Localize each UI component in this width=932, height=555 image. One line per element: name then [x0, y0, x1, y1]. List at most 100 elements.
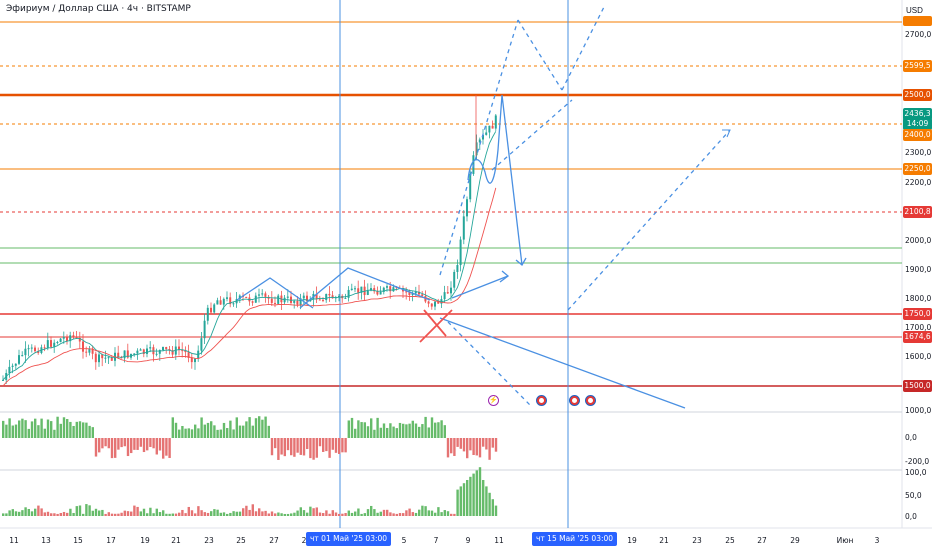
osc1-bar [488, 438, 491, 460]
price-axis-tick: 2700,0 [905, 30, 932, 39]
candle-body [379, 291, 382, 295]
osc2-bar [434, 512, 437, 516]
osc2-bar [373, 509, 376, 516]
candle-body [75, 336, 78, 338]
osc1-bar [437, 422, 440, 438]
candle-body [251, 301, 254, 303]
us-flag-event-icon[interactable] [585, 395, 596, 406]
price-label[interactable]: 2100,8 [903, 206, 932, 218]
osc2-bar [485, 486, 488, 516]
candle-body [373, 288, 376, 292]
osc1-bar [5, 424, 8, 438]
price-label[interactable]: 2500,0 [903, 89, 932, 101]
osc1-bar [258, 416, 261, 438]
time-axis-tick: 23 [692, 536, 702, 545]
candle-body [82, 341, 84, 352]
candle-body [475, 142, 478, 156]
candle-body [181, 350, 184, 352]
osc2-bar [210, 511, 213, 516]
osc1-bar [395, 428, 398, 438]
osc1-bar [139, 438, 142, 447]
osc2-bar [258, 508, 261, 516]
time-marker-may-15[interactable]: чт 15 Май '25 03:00 [532, 532, 618, 546]
price-label[interactable]: 1674,6 [903, 331, 932, 343]
osc1-bar [158, 438, 162, 451]
osc1-bar [293, 438, 296, 457]
time-axis-tick: 2 [301, 536, 307, 545]
osc2-bar [59, 512, 62, 516]
osc2-bar [450, 513, 453, 516]
osc1-bar [11, 425, 14, 438]
time-marker-may-01[interactable]: чт 01 Май '25 03:00 [306, 532, 392, 546]
osc2-bar [110, 513, 114, 516]
candle-body [469, 173, 472, 200]
osc1-bar [475, 438, 478, 456]
osc1-bar [261, 419, 264, 438]
price-label[interactable]: 2599,5 [903, 60, 932, 72]
trend-drawings[interactable] [236, 4, 731, 409]
osc1-bar [264, 416, 267, 438]
current-price-label[interactable]: 2436,3 [903, 108, 932, 120]
osc1-bar [130, 438, 133, 454]
osc2-bar [302, 510, 306, 516]
osc2-bar [5, 513, 8, 516]
candle-body [315, 293, 318, 300]
osc1-bar [334, 438, 338, 453]
osc2-bar [222, 512, 226, 516]
price-label[interactable]: 2400,0 [903, 129, 932, 141]
osc2-bar [136, 506, 139, 516]
osc1-bar [405, 424, 408, 438]
osc1-bar [382, 423, 386, 438]
osc2-bar [66, 512, 69, 516]
osc1-bar [232, 429, 235, 438]
osc1-bar [430, 417, 434, 438]
osc1-bar [197, 428, 200, 438]
symbol-title[interactable]: Эфириум / Доллар США · 4ч · BITSTAMP [6, 4, 191, 14]
osc2-bar [469, 476, 472, 516]
osc1-bar [379, 427, 382, 438]
price-label[interactable]: 1500,0 [903, 380, 932, 392]
osc1-bar [174, 422, 178, 438]
time-axis-tick: 15 [73, 536, 83, 545]
osc1-bar [133, 438, 136, 450]
osc2-bar [184, 513, 187, 516]
osc1-bar [376, 417, 379, 438]
currency-label[interactable]: USD [906, 6, 923, 15]
candle-body [27, 348, 30, 350]
candle-body [258, 294, 260, 296]
osc1-bar [389, 423, 392, 438]
price-label[interactable]: 1750,0 [903, 308, 932, 320]
osc2-bar [264, 510, 267, 516]
osc1-bar [181, 426, 184, 438]
us-flag-event-icon[interactable] [569, 395, 580, 406]
projection-path [467, 94, 523, 266]
osc1-bar [270, 438, 274, 456]
osc2-bar [411, 512, 414, 516]
osc1-bar [251, 425, 254, 438]
wave-line-1 [236, 277, 314, 309]
osc2-bar [363, 513, 366, 516]
osc2-bar [421, 505, 424, 516]
volume-oscillator-bars [2, 416, 498, 460]
candle-body [238, 295, 241, 300]
price-label-top[interactable] [903, 16, 932, 26]
candle-body [168, 349, 171, 351]
flash-event-icon[interactable]: ⚡ [488, 395, 499, 406]
osc2-bar [354, 511, 357, 516]
candle-body [254, 295, 257, 303]
osc2-bar [251, 504, 254, 516]
price-label[interactable]: 2250,0 [903, 163, 932, 175]
osc2-bar [286, 513, 290, 516]
osc1-bar [453, 438, 456, 456]
osc2-bar [270, 511, 274, 516]
osc2-bar [53, 513, 56, 516]
candle-body [178, 346, 180, 351]
cross-mark[interactable] [419, 309, 453, 343]
dashed-projection [439, 4, 731, 406]
us-flag-event-icon[interactable] [536, 395, 547, 406]
candle-body [162, 347, 164, 351]
osc1-bar [242, 425, 245, 438]
price-axis-tick: 1600,0 [905, 352, 932, 361]
